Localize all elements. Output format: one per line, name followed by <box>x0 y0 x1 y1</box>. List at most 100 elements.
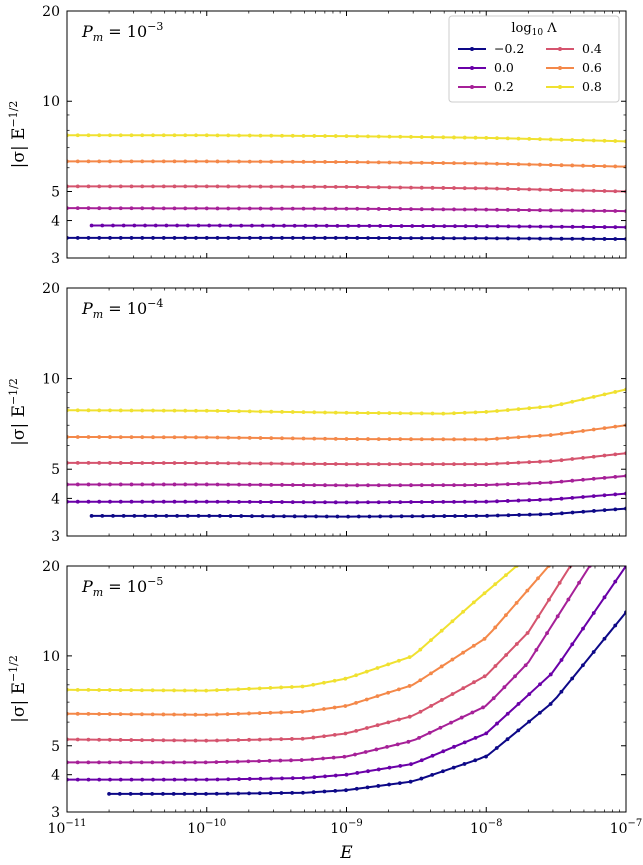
data-point-0.0 <box>226 499 231 504</box>
data-point-0.8 <box>247 133 252 138</box>
x-tick-label: 10−11 <box>48 818 87 837</box>
data-point-0.6 <box>387 437 392 442</box>
data-point-0.2 <box>140 206 145 211</box>
data-point-0.6 <box>312 159 317 164</box>
data-point-−0.2 <box>333 236 338 240</box>
data-point-0.0 <box>314 223 318 228</box>
data-point-0.4 <box>140 738 144 742</box>
data-point-0.0 <box>570 642 575 647</box>
data-point-0.4 <box>86 184 91 189</box>
data-point-0.4 <box>108 461 112 465</box>
data-point-−0.2 <box>388 514 393 519</box>
data-point-0.8 <box>97 133 102 138</box>
data-point-0.6 <box>504 613 508 618</box>
panels-layer: 3 4 5 10 20 |σ| E−1/2 Pm = 10−3 3 4 5 10 20 |σ| E−1/… <box>7 4 642 837</box>
data-point-−0.2 <box>453 514 457 518</box>
data-point-0.6 <box>516 435 521 440</box>
data-point-0.2 <box>225 759 229 764</box>
data-point-0.2 <box>566 597 571 602</box>
data-point-0.0 <box>431 224 436 228</box>
data-point-0.0 <box>495 721 499 726</box>
data-point-0.6 <box>323 160 327 164</box>
data-point-0.6 <box>366 160 370 165</box>
data-point-0.6 <box>269 436 274 441</box>
data-point-−0.2 <box>408 779 413 784</box>
data-point-0.6 <box>538 162 542 167</box>
data-point-−0.2 <box>322 789 327 794</box>
y-tick-label: 4 <box>51 768 60 784</box>
data-point-0.0 <box>548 672 553 677</box>
data-point-0.0 <box>559 658 564 662</box>
data-point-−0.2 <box>506 513 511 518</box>
data-point-−0.2 <box>409 236 413 241</box>
data-point-−0.2 <box>398 236 403 240</box>
data-point-0.2 <box>290 483 295 487</box>
data-point-0.2 <box>376 483 381 488</box>
data-point-0.0 <box>161 499 166 504</box>
data-point-0.4 <box>118 184 123 189</box>
data-point-0.0 <box>441 500 446 504</box>
data-point-0.0 <box>367 224 372 228</box>
data-point-0.4 <box>108 184 112 189</box>
data-point-0.4 <box>591 454 596 459</box>
data-point-0.2 <box>342 754 347 759</box>
data-point-0.0 <box>140 777 145 782</box>
data-point-0.6 <box>419 160 424 165</box>
data-point-0.2 <box>344 483 349 488</box>
data-point-0.8 <box>333 134 338 138</box>
data-point-0.2 <box>247 482 252 487</box>
data-point-0.8 <box>538 137 542 142</box>
data-point-−0.2 <box>378 514 383 519</box>
data-point-0.6 <box>462 437 467 442</box>
data-point-0.6 <box>280 436 284 441</box>
data-point-0.0 <box>548 497 553 502</box>
x-tick-label: 10−9 <box>330 818 363 837</box>
data-point-0.2 <box>301 483 306 487</box>
data-point-0.6 <box>97 159 102 164</box>
data-point-0.2 <box>301 206 306 211</box>
data-point-−0.2 <box>128 791 133 796</box>
data-point-0.4 <box>172 184 177 189</box>
data-point-0.6 <box>107 712 112 716</box>
data-point-0.4 <box>161 184 166 189</box>
data-point-0.0 <box>506 224 511 229</box>
data-point-−0.2 <box>430 773 435 777</box>
data-point-−0.2 <box>355 236 360 240</box>
data-point-0.4 <box>493 664 498 668</box>
data-point-0.4 <box>366 185 370 190</box>
data-point-0.2 <box>355 206 360 211</box>
data-point-0.6 <box>182 712 187 717</box>
data-point-0.6 <box>505 162 510 166</box>
data-point-0.6 <box>493 625 498 630</box>
data-point-−0.2 <box>581 509 586 514</box>
data-point-0.6 <box>311 708 316 713</box>
data-point-0.2 <box>523 663 528 668</box>
legend-label: 0.8 <box>582 79 602 94</box>
data-point-0.2 <box>459 715 464 720</box>
data-point-0.4 <box>548 187 553 192</box>
data-point-−0.2 <box>312 236 317 240</box>
data-point-0.8 <box>419 411 424 416</box>
data-point-0.8 <box>258 133 263 138</box>
data-point-0.4 <box>140 184 145 189</box>
data-point-0.6 <box>258 159 263 164</box>
legend: log10 Λ −0.2 0.0 0.2 0.4 0.6 0.8 <box>448 15 620 103</box>
data-point-0.6 <box>376 160 381 165</box>
data-point-0.6 <box>514 600 519 605</box>
y-tick-label: 20 <box>42 559 60 575</box>
data-point-0.0 <box>388 224 393 228</box>
data-point-0.6 <box>247 159 252 164</box>
data-point-0.0 <box>463 224 468 229</box>
data-point-0.8 <box>257 686 262 691</box>
data-point-−0.2 <box>410 514 415 519</box>
data-point-0.2 <box>75 760 80 765</box>
data-point-−0.2 <box>376 236 381 240</box>
data-point-−0.2 <box>581 236 585 241</box>
data-point-−0.2 <box>559 689 564 694</box>
data-point-0.2 <box>516 208 521 212</box>
data-point-0.2 <box>203 760 208 765</box>
data-point-0.2 <box>97 760 101 765</box>
data-point-0.8 <box>204 408 209 413</box>
data-point-0.8 <box>409 135 413 139</box>
data-point-0.2 <box>409 207 413 212</box>
